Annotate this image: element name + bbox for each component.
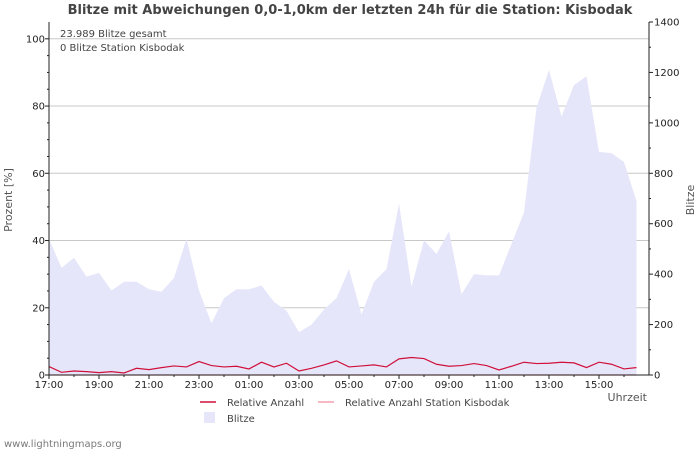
y2-tick-label: 600: [654, 219, 673, 230]
legend: Relative Anzahl Relative Anzahl Station K…: [200, 398, 510, 425]
x-tick-label: 07:00: [385, 380, 414, 391]
x-axis-label: Uhrzeit: [608, 391, 648, 404]
series-area-0: [49, 69, 637, 375]
y-tick-label: 100: [26, 34, 45, 45]
legend-label-0: Relative Anzahl: [227, 398, 304, 409]
x-tick-label: 15:00: [585, 380, 614, 391]
x-tick-label: 09:00: [435, 380, 464, 391]
y-tick-label: 20: [32, 303, 45, 314]
x-tick-label: 13:00: [535, 380, 564, 391]
x-tick-label: 23:00: [185, 380, 214, 391]
y2-tick-label: 0: [654, 371, 660, 382]
x-tick-label: 17:00: [35, 380, 64, 391]
series-line-1: [48, 356, 637, 374]
x-tick-label: 21:00: [135, 380, 164, 391]
y2-tick-label: 1200: [654, 68, 679, 79]
x-tick-label: 05:00: [335, 380, 364, 391]
y2-tick-label: 800: [654, 169, 673, 180]
y2-tick-label: 1000: [654, 118, 679, 129]
y-tick-label: 40: [32, 236, 45, 247]
annotation-station: 0 Blitze Station Kisbodak: [60, 43, 185, 54]
y2-tick-label: 400: [654, 270, 673, 281]
x-tick-label: 11:00: [485, 380, 514, 391]
axes: 020406080100020040060080010001200140017:…: [26, 18, 680, 392]
y2-tick-label: 200: [654, 320, 673, 331]
y2-tick-label: 1400: [654, 18, 679, 29]
x-tick-label: 01:00: [235, 380, 264, 391]
x-tick-label: 19:00: [85, 380, 114, 391]
legend-label-1: Relative Anzahl Station Kisbodak: [345, 398, 510, 409]
legend-label-2: Blitze: [227, 414, 255, 425]
area-layer: [49, 69, 637, 375]
x-tick-label: 03:00: [285, 380, 314, 391]
y2-axis-label: Blitze: [684, 185, 697, 216]
legend-swatch-2: [204, 412, 215, 423]
y-axis-label: Prozent [%]: [2, 168, 15, 232]
y-tick-label: 60: [32, 169, 45, 180]
y-tick-label: 0: [39, 371, 45, 382]
annotation-total: 23.989 Blitze gesamt: [60, 29, 167, 40]
chart-title: Blitze mit Abweichungen 0,0-1,0km der le…: [68, 3, 633, 18]
footer-credit: www.lightningmaps.org: [4, 439, 122, 450]
y-tick-label: 80: [32, 102, 45, 113]
